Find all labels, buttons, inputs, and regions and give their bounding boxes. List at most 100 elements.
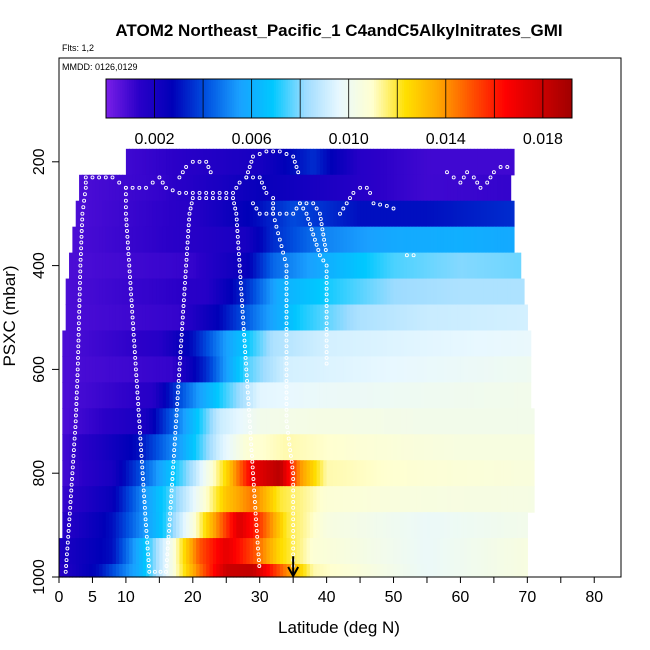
- heatmap-cell: [393, 226, 398, 254]
- track-point: [179, 332, 184, 337]
- heatmap-cell: [152, 486, 157, 513]
- heatmap-cell: [99, 200, 104, 228]
- heatmap-cell: [356, 408, 361, 435]
- heatmap-cell: [263, 148, 268, 176]
- y-tick-label: 200: [31, 148, 48, 175]
- heatmap-cell: [105, 278, 110, 306]
- heatmap-cell: [467, 226, 472, 254]
- heatmap-cell: [132, 304, 137, 332]
- heatmap-cell: [166, 564, 170, 578]
- heatmap-cell: [139, 252, 144, 280]
- heatmap-cell: [323, 434, 328, 461]
- heatmap-cell: [176, 278, 181, 306]
- heatmap-cell: [410, 200, 415, 228]
- heatmap-cell: [266, 512, 271, 539]
- track-point: [186, 223, 191, 228]
- track-point: [241, 315, 245, 320]
- heatmap-cell: [279, 564, 284, 578]
- heatmap-cell: [309, 382, 314, 409]
- track-point: [75, 367, 80, 372]
- heatmap-cell: [356, 148, 361, 176]
- heatmap-cell: [447, 356, 451, 383]
- track-point: [284, 384, 289, 389]
- heatmap-cell: [460, 538, 465, 565]
- heatmap-cell: [85, 564, 90, 578]
- heatmap-cell: [249, 564, 254, 578]
- heatmap-cell: [199, 460, 204, 487]
- heatmap-cell: [319, 330, 324, 358]
- colorbar-segment: [208, 79, 212, 118]
- heatmap-cell: [353, 200, 358, 228]
- heatmap-cell: [286, 356, 291, 383]
- heatmap-cell: [316, 408, 321, 435]
- heatmap-cell: [520, 564, 525, 578]
- heatmap-cell: [370, 434, 375, 461]
- heatmap-cell: [480, 278, 485, 306]
- heatmap-cell: [186, 252, 191, 280]
- heatmap-cell: [253, 356, 257, 383]
- heatmap-cell: [125, 226, 130, 254]
- colorbar-segment: [110, 79, 114, 118]
- heatmap-cell: [316, 486, 321, 513]
- heatmap-cell: [467, 408, 472, 435]
- heatmap-cell: [152, 226, 157, 254]
- track-point: [204, 196, 209, 201]
- heatmap-cell: [159, 252, 164, 280]
- track-point: [311, 232, 316, 237]
- heatmap-cell: [226, 356, 231, 383]
- heatmap-cell: [440, 252, 445, 280]
- track-point: [133, 361, 138, 366]
- heatmap-cell: [350, 408, 354, 435]
- heatmap-cell: [286, 486, 291, 513]
- heatmap-cell: [239, 460, 244, 487]
- heatmap-cell: [299, 200, 304, 228]
- heatmap-cell: [376, 148, 381, 176]
- heatmap-cell: [373, 486, 378, 513]
- heatmap-cell: [125, 512, 130, 539]
- colorbar-segment: [474, 79, 477, 118]
- heatmap-cell: [406, 174, 411, 202]
- heatmap-cell: [493, 512, 498, 539]
- heatmap-cell: [507, 148, 512, 176]
- heatmap-cell: [370, 278, 375, 306]
- heatmap-cell: [373, 278, 378, 306]
- heatmap-cell: [239, 382, 244, 409]
- track-point: [317, 211, 322, 216]
- heatmap-cell: [229, 512, 234, 539]
- heatmap-cell: [82, 330, 87, 358]
- heatmap-cell: [457, 434, 462, 461]
- heatmap-cell: [216, 564, 221, 578]
- heatmap-cell: [380, 252, 385, 280]
- heatmap-cell: [253, 148, 257, 176]
- heatmap-cell: [356, 330, 361, 358]
- heatmap-cell: [453, 226, 458, 254]
- heatmap-cell: [353, 512, 358, 539]
- heatmap-cell: [403, 304, 408, 332]
- heatmap-cell: [296, 304, 301, 332]
- heatmap-cell: [189, 174, 194, 202]
- heatmap-cell: [437, 486, 441, 513]
- heatmap-cell: [199, 174, 204, 202]
- heatmap-cell: [326, 356, 331, 383]
- track-point: [252, 500, 257, 504]
- track-point: [197, 196, 202, 201]
- heatmap-cell: [383, 226, 388, 254]
- heatmap-cell: [470, 330, 475, 358]
- heatmap-cell: [400, 148, 405, 176]
- heatmap-cell: [356, 200, 361, 228]
- track-point: [324, 327, 329, 331]
- heatmap-cell: [396, 278, 401, 306]
- heatmap-cell: [460, 434, 465, 461]
- heatmap-cell: [296, 486, 301, 513]
- track-point: [284, 402, 289, 406]
- heatmap-cell: [313, 226, 318, 254]
- heatmap-cell: [152, 382, 157, 409]
- colorbar-segment: [255, 79, 258, 118]
- heatmap-cell: [483, 564, 488, 578]
- heatmap-cell: [299, 512, 304, 539]
- track-point: [184, 257, 189, 262]
- heatmap-cell: [470, 226, 475, 254]
- track-point: [123, 192, 128, 197]
- heatmap-cell: [406, 200, 411, 228]
- heatmap-cell: [92, 434, 97, 461]
